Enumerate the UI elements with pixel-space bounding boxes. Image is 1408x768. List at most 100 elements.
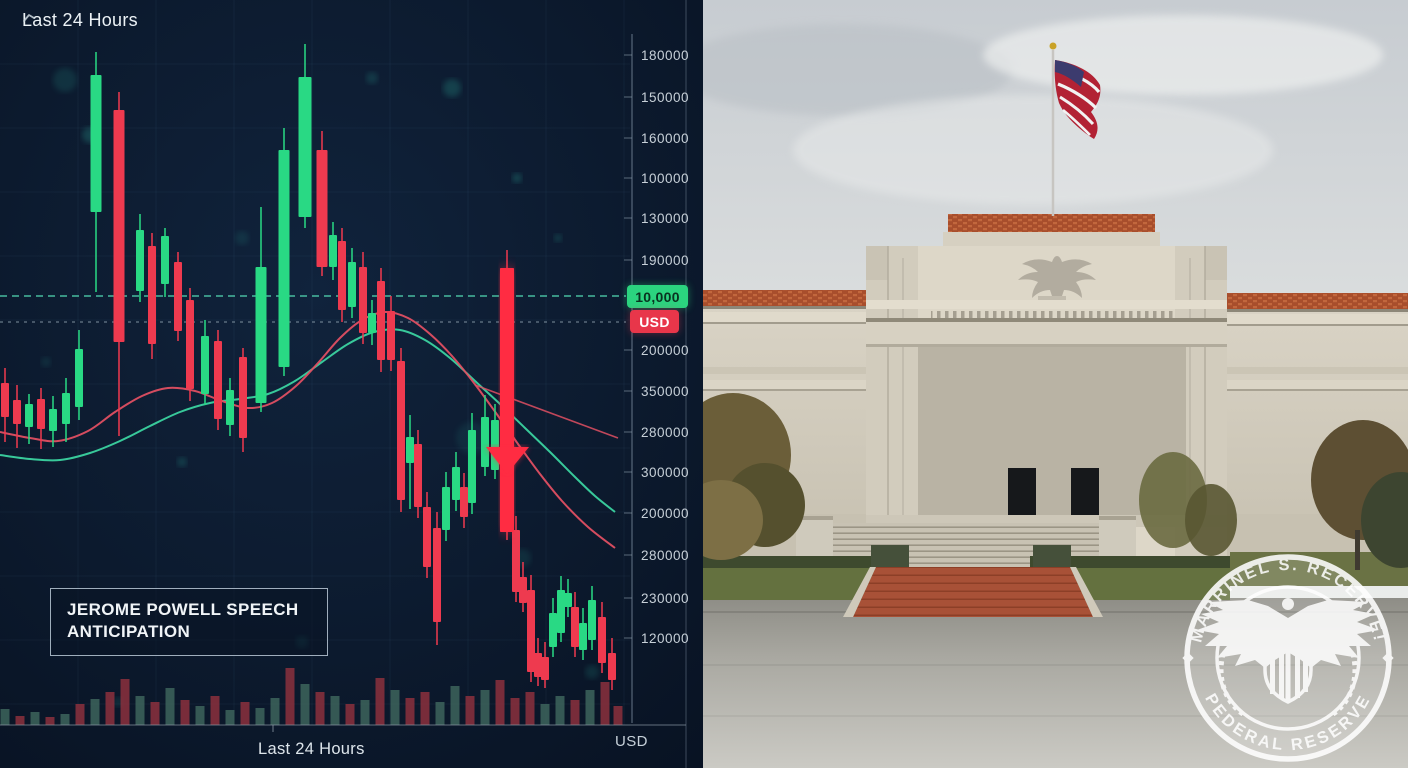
volume-bar [225, 710, 235, 725]
x-axis-label: Last 24 Hours [258, 740, 365, 758]
unit-tag-value: USD [639, 313, 670, 330]
timeframe-label: Last 24 Hours [22, 10, 138, 30]
federal-reserve-seal-watermark: MARRINEL S. RECERVE! PEDERAL RESERVE [1182, 554, 1394, 762]
candle-body [90, 75, 102, 212]
volume-bar [165, 688, 175, 725]
candle-body [368, 313, 376, 333]
candle-body [298, 77, 312, 217]
y-axis-tick-label: 200000 [641, 343, 689, 358]
event-annotation-box: JEROME POWELL SPEECH ANTICIPATION [50, 588, 328, 656]
candle-body [278, 150, 290, 367]
volume-bar [585, 690, 595, 725]
candle-body [527, 590, 535, 672]
candle-body [442, 487, 450, 530]
bokeh-dot [177, 457, 187, 467]
bokeh-dot [41, 357, 51, 367]
moving-average-lines [0, 310, 619, 549]
y-axis-tick-label: 350000 [641, 384, 689, 399]
tree [1361, 472, 1408, 568]
volume-bar [240, 702, 250, 725]
entrance-door [1071, 468, 1099, 522]
volume-bar [75, 704, 85, 725]
y-axis-tick-label: 120000 [641, 631, 689, 646]
volume-bar [360, 700, 370, 725]
y-axis-tick-label: 230000 [641, 591, 689, 606]
volume-bar [390, 690, 400, 725]
candle-body [460, 487, 468, 517]
volume-bar [613, 706, 623, 725]
flag-canton [1055, 60, 1084, 87]
bokeh-dot [554, 234, 562, 242]
candle-body [588, 600, 596, 640]
volume-bar [135, 696, 145, 725]
candle-body [113, 110, 125, 342]
wing-roof-tiles [703, 290, 866, 308]
candle-body [534, 653, 542, 677]
candle-body [481, 417, 489, 467]
volume-bars [0, 668, 623, 725]
volume-bar [450, 686, 460, 725]
candle-body [13, 400, 21, 424]
volume-bar [435, 702, 445, 725]
volume-bar [420, 692, 430, 725]
candle-body [37, 399, 45, 429]
candle-body [161, 236, 169, 284]
candle-body [433, 528, 441, 622]
shrub [1033, 545, 1071, 567]
volume-bar [120, 679, 130, 725]
candle-body [75, 349, 83, 407]
trend-caret-icon [23, 14, 35, 22]
volume-bar [285, 668, 295, 725]
y-axis-tick-label: 200000 [641, 506, 689, 521]
volume-bar [375, 678, 385, 725]
cloud [983, 15, 1383, 95]
bokeh-dot [53, 68, 77, 92]
y-axis-tick-label: 300000 [641, 465, 689, 480]
candle-body [329, 235, 337, 267]
timeframe-selector[interactable]: Last 24 Hours [22, 10, 138, 31]
seal-separator-diamond [1382, 652, 1394, 664]
volume-bar [150, 702, 160, 725]
seal-separator-diamond [1182, 652, 1194, 664]
crash-candle [500, 268, 514, 532]
down-arrowhead-icon [486, 447, 529, 474]
candle-body [414, 444, 422, 507]
candle-body [491, 420, 499, 470]
volume-bar [330, 696, 340, 725]
candle-body [201, 336, 209, 394]
volume-bar [540, 704, 550, 725]
candle-body [1, 383, 9, 417]
y-axis-tick-label: 280000 [641, 425, 689, 440]
cloud [703, 24, 1013, 116]
y-axis-tick-label: 280000 [641, 548, 689, 563]
volume-bar [180, 700, 190, 725]
volume-bar [0, 709, 10, 725]
seal-wreath [1331, 653, 1358, 717]
y-axis-tick-label: 150000 [641, 90, 689, 105]
candle-body [316, 150, 328, 267]
candle-body [557, 590, 565, 633]
candle-body [338, 241, 346, 310]
attic-roof-tiles [948, 214, 1155, 234]
seal-wreath [1218, 653, 1245, 717]
trees [703, 393, 1408, 570]
crash-arrow [486, 268, 529, 532]
volume-bar [210, 696, 220, 725]
federal-reserve-photo: MARRINEL S. RECERVE! PEDERAL RESERVE [703, 0, 1408, 768]
candle-body [359, 267, 367, 333]
volume-bar [345, 704, 355, 725]
volume-bar [495, 680, 505, 725]
annotation-line-2: ANTICIPATION [67, 622, 191, 642]
dashed-price-levels [0, 295, 626, 323]
volume-bar [525, 692, 535, 725]
tree [1185, 484, 1237, 556]
us-flag [1049, 42, 1101, 216]
candle-body [214, 341, 222, 419]
y-axis-tick-label: 190000 [641, 253, 689, 268]
volume-bar [30, 712, 40, 725]
candle-body [512, 530, 520, 592]
price-tag: 10,000 [627, 285, 688, 308]
candle-body [541, 657, 549, 680]
photo-canvas: MARRINEL S. RECERVE! PEDERAL RESERVE [703, 0, 1408, 768]
